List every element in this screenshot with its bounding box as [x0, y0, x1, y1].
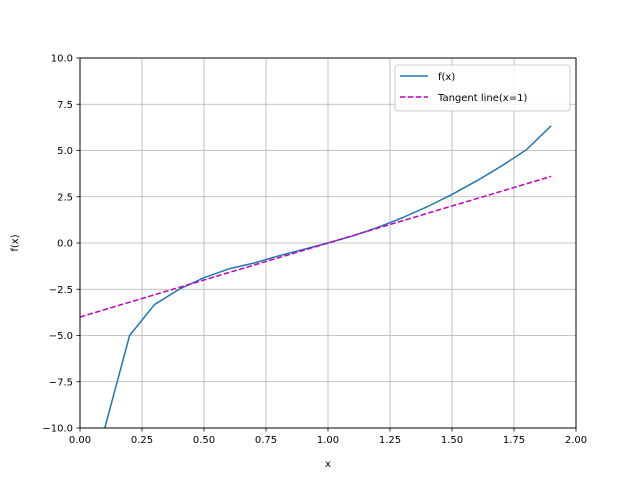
series-group — [80, 125, 552, 428]
y-tick-label-5: 2.5 — [57, 192, 73, 203]
x-tick-label-8: 2.00 — [565, 435, 587, 446]
x-axis-label: x — [325, 459, 331, 470]
y-tick-label-8: 10.0 — [51, 54, 73, 65]
x-tick-label-2: 0.50 — [193, 435, 215, 446]
x-tick-label-3: 0.75 — [255, 435, 277, 446]
legend-label-f-x: f(x) — [438, 72, 455, 83]
x-tick-label-7: 1.75 — [503, 435, 525, 446]
ticks: 0.00 0.25 0.50 0.75 1.00 1.25 1.50 1.75 2.00 −10.… — [42, 54, 587, 446]
legend-label-tangent-line: Tangent line(x=1) — [437, 93, 527, 104]
y-tick-label-4: 0.0 — [57, 239, 73, 250]
series-line-1 — [80, 175, 552, 318]
x-tick-label-4: 1.00 — [317, 435, 339, 446]
y-tick-label-0: −10.0 — [42, 424, 73, 435]
legend: f(x) Tangent line(x=1) — [394, 64, 571, 112]
series-line-0 — [104, 125, 552, 428]
x-tick-label-0: 0.00 — [69, 435, 91, 446]
y-tick-label-2: −5.0 — [49, 331, 73, 342]
y-axis-label: f(x) — [10, 234, 21, 251]
x-tick-label-1: 0.25 — [131, 435, 153, 446]
legend-box — [394, 64, 571, 112]
y-tick-label-6: 5.0 — [57, 146, 73, 157]
x-tick-label-5: 1.25 — [379, 435, 401, 446]
y-tick-label-1: −7.5 — [49, 377, 73, 388]
y-tick-label-3: −2.5 — [49, 285, 73, 296]
y-tick-label-7: 7.5 — [57, 100, 73, 111]
x-tick-label-6: 1.50 — [441, 435, 463, 446]
